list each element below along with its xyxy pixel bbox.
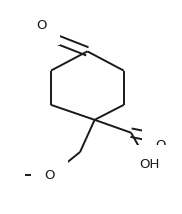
Text: O: O [155, 139, 165, 152]
Text: O: O [44, 169, 54, 182]
Text: OH: OH [139, 158, 159, 171]
Text: O: O [37, 19, 47, 32]
